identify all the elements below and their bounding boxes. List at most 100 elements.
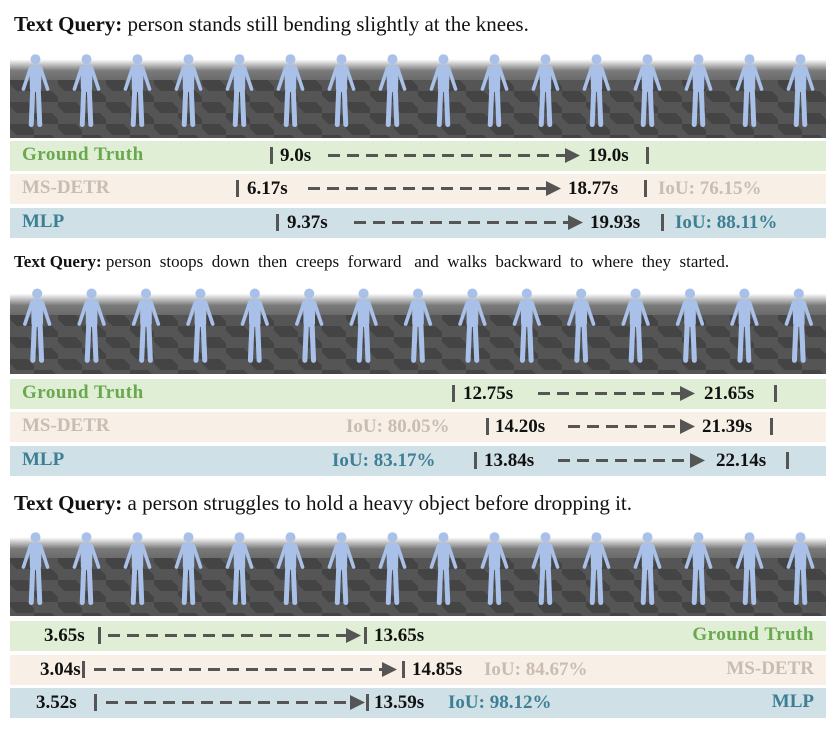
interval-start-bar — [452, 385, 455, 402]
iou-score: IoU: 98.12% — [448, 692, 552, 713]
query-text: a person struggles to hold a heavy objec… — [127, 491, 632, 515]
method-label: MS-DETR — [726, 658, 814, 679]
method-label: MS-DETR — [22, 415, 110, 436]
start-time: 6.17s — [247, 178, 288, 199]
motion-strip-3 — [10, 520, 826, 616]
interval-arrow — [538, 386, 695, 401]
human-figure — [72, 532, 101, 606]
human-figure — [567, 288, 596, 363]
row-mlp-3: 3.52s 13.59s IoU: 98.12% MLP — [10, 688, 826, 718]
interval-arrow — [354, 215, 583, 230]
human-figure — [131, 288, 161, 363]
human-figure — [429, 54, 458, 128]
motion-strip-2 — [10, 276, 826, 374]
iou-score: IoU: 88.11% — [675, 212, 778, 233]
human-figure — [786, 54, 815, 128]
human-figure — [276, 532, 305, 606]
interval-end-bar — [644, 180, 647, 197]
interval-start-bar — [270, 147, 273, 164]
query-label: Text Query: — [14, 491, 123, 515]
human-figure — [378, 54, 407, 128]
human-figure — [675, 288, 705, 363]
text-query-2: Text Query: person stoops down then cree… — [14, 252, 729, 272]
human-figure — [276, 54, 305, 128]
human-figure — [403, 288, 433, 363]
query-label: Text Query: — [14, 12, 123, 36]
end-time: 13.65s — [374, 625, 425, 646]
row-mlp-1: MLP 9.37s 19.93s IoU: 88.11% — [10, 208, 826, 238]
row-ms-detr-2: MS-DETR IoU: 80.05% 14.20s 21.39s — [10, 412, 826, 442]
query-text: person stands still bending slightly at … — [127, 12, 529, 36]
human-figure — [349, 288, 378, 363]
human-figure — [633, 532, 662, 606]
interval-end-bar — [364, 627, 367, 644]
row-ms-detr-3: 3.04s 14.85s IoU: 84.67% MS-DETR — [10, 655, 826, 685]
human-figure — [123, 54, 152, 128]
interval-start-bar — [486, 418, 489, 435]
human-figure — [429, 532, 458, 606]
start-time: 14.20s — [495, 416, 546, 437]
interval-start-bar — [276, 214, 279, 231]
human-figure — [582, 54, 611, 128]
interval-arrow — [568, 419, 695, 434]
iou-score: IoU: 80.05% — [346, 416, 450, 437]
human-figure — [735, 54, 764, 128]
human-figure — [531, 532, 560, 606]
interval-end-bar — [661, 214, 664, 231]
text-query-1: Text Query: person stands still bending … — [14, 12, 529, 37]
start-time: 3.04s — [40, 659, 81, 680]
method-label: Ground Truth — [692, 624, 814, 645]
iou-score: IoU: 84.67% — [484, 659, 588, 680]
interval-arrow — [108, 628, 361, 643]
interval-arrow — [558, 453, 705, 468]
start-time: 13.84s — [484, 450, 535, 471]
human-figure — [633, 54, 662, 128]
interval-end-bar — [770, 418, 773, 435]
end-time: 21.65s — [704, 383, 755, 404]
interval-end-bar — [402, 661, 405, 678]
row-ms-detr-1: MS-DETR 6.17s 18.77s IoU: 76.15% — [10, 174, 826, 204]
human-figure — [784, 288, 813, 363]
method-label: Ground Truth — [22, 382, 144, 403]
human-figure — [458, 288, 487, 363]
method-label: MLP — [771, 691, 814, 712]
human-figure — [480, 54, 509, 128]
interval-start-bar — [474, 452, 477, 469]
interval-end-bar — [786, 452, 789, 469]
human-figure — [327, 54, 356, 128]
human-figure — [684, 54, 713, 128]
method-label: MLP — [22, 449, 65, 470]
human-figure — [480, 532, 509, 606]
start-time: 12.75s — [463, 383, 514, 404]
human-figure — [21, 54, 50, 128]
iou-score: IoU: 76.15% — [658, 178, 762, 199]
row-ground-truth-1: Ground Truth 9.0s 19.0s — [10, 141, 826, 171]
motion-strip-1 — [10, 42, 826, 138]
interval-start-bar — [94, 694, 97, 711]
interval-end-bar — [366, 694, 369, 711]
human-figure — [174, 532, 203, 606]
text-query-3: Text Query: a person struggles to hold a… — [14, 491, 632, 516]
end-time: 22.14s — [716, 450, 767, 471]
method-label: Ground Truth — [22, 144, 144, 165]
interval-end-bar — [774, 385, 777, 402]
query-label: Text Query: — [14, 252, 102, 271]
start-time: 9.37s — [287, 212, 328, 233]
end-time: 13.59s — [374, 692, 425, 713]
end-time: 14.85s — [412, 659, 463, 680]
interval-start-bar — [236, 180, 239, 197]
human-figure — [327, 532, 356, 606]
method-label: MS-DETR — [22, 177, 110, 198]
query-text: person stoops down then creeps forward a… — [105, 252, 730, 271]
human-figure — [225, 532, 254, 606]
end-time: 19.0s — [588, 145, 629, 166]
interval-arrow — [94, 662, 397, 677]
human-figure — [225, 54, 254, 128]
start-time: 3.52s — [36, 692, 77, 713]
start-time: 9.0s — [280, 145, 312, 166]
row-mlp-2: MLP IoU: 83.17% 13.84s 22.14s — [10, 446, 826, 476]
interval-arrow — [106, 695, 365, 710]
human-figure — [295, 288, 324, 363]
human-figure — [77, 288, 106, 363]
iou-score: IoU: 83.17% — [332, 450, 436, 471]
